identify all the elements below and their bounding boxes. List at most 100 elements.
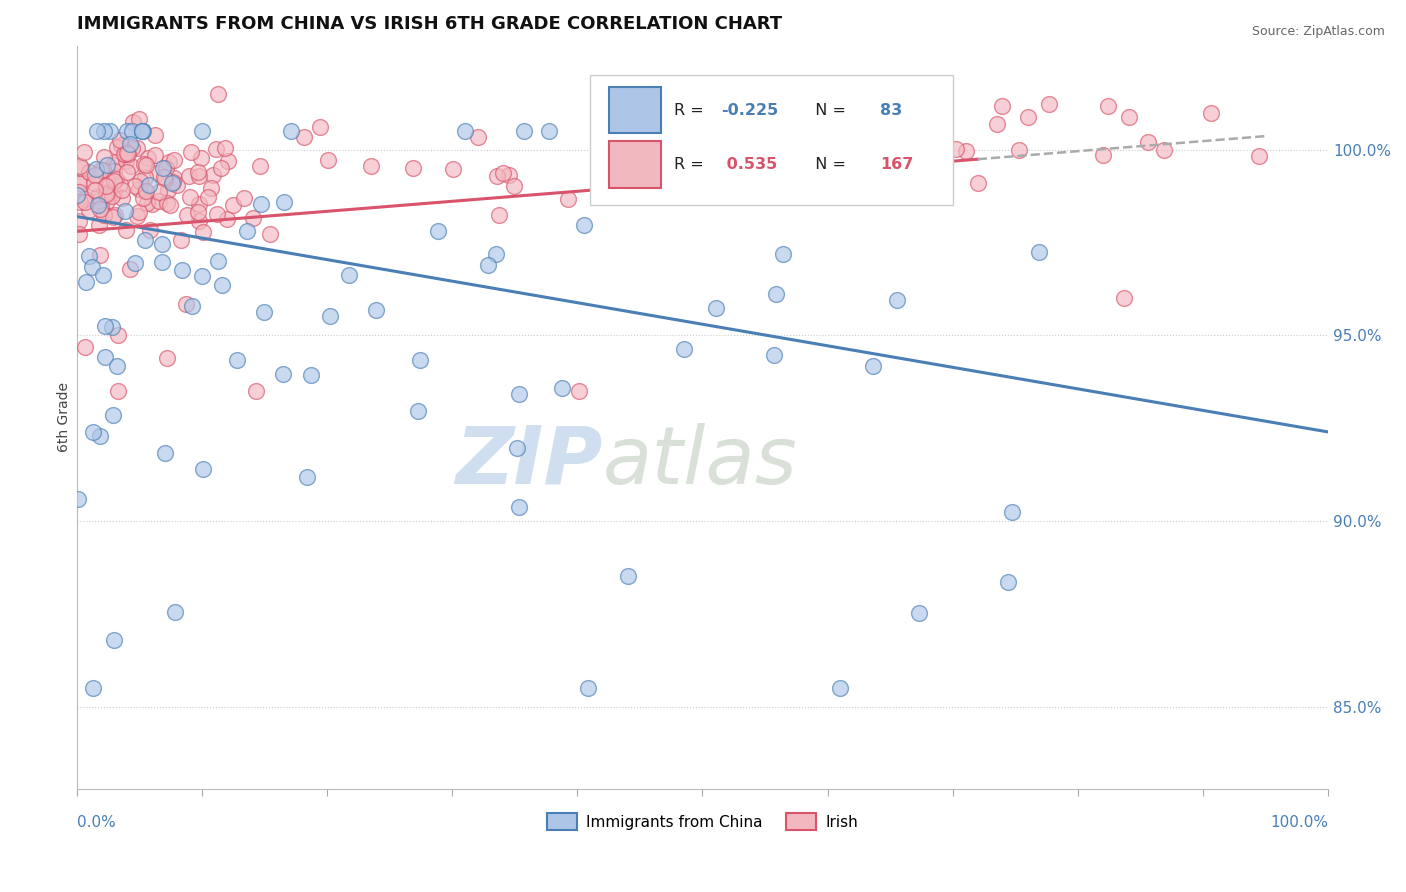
Point <box>82 425 104 440</box>
Point <box>128 182 150 196</box>
Point <box>485 169 508 184</box>
Point <box>207 253 229 268</box>
Text: 167: 167 <box>880 157 914 172</box>
Point <box>108 133 131 147</box>
Point <box>152 237 174 252</box>
Point <box>197 190 219 204</box>
FancyBboxPatch shape <box>589 76 953 205</box>
Point <box>778 135 800 149</box>
Point <box>73 192 96 206</box>
Point <box>190 152 212 166</box>
Point <box>318 310 340 324</box>
Point <box>704 301 727 315</box>
Point <box>1001 505 1024 519</box>
Point <box>134 170 156 185</box>
Point <box>105 359 128 374</box>
Point <box>156 351 179 365</box>
Point <box>96 187 118 202</box>
Point <box>1028 244 1050 259</box>
Point <box>862 359 884 373</box>
Point <box>217 153 239 168</box>
Point <box>83 176 105 190</box>
Point <box>90 162 112 177</box>
Point <box>1249 149 1271 163</box>
Point <box>179 190 201 204</box>
Point <box>117 147 139 161</box>
Point <box>152 161 174 175</box>
Text: N =: N = <box>806 157 851 172</box>
Point <box>103 155 125 169</box>
Point <box>955 144 977 158</box>
Point <box>176 208 198 222</box>
Point <box>77 203 100 218</box>
Point <box>73 145 96 159</box>
Point <box>118 261 141 276</box>
Point <box>214 141 236 155</box>
Point <box>84 168 107 182</box>
Point <box>77 249 100 263</box>
Point <box>148 185 170 199</box>
Point <box>125 141 148 155</box>
Point <box>337 268 360 282</box>
Point <box>143 147 166 161</box>
Text: N =: N = <box>806 103 851 118</box>
Point <box>901 165 924 179</box>
Point <box>150 254 173 268</box>
Point <box>148 194 170 209</box>
Point <box>84 183 107 197</box>
Point <box>103 164 125 178</box>
Point <box>155 161 177 175</box>
Point <box>180 145 202 160</box>
Point <box>103 174 125 188</box>
Point <box>172 262 194 277</box>
Point <box>574 218 596 232</box>
Point <box>67 176 90 190</box>
Point <box>70 176 93 190</box>
Point <box>170 233 193 247</box>
Point <box>454 124 477 138</box>
Point <box>75 195 97 210</box>
Text: atlas: atlas <box>602 423 797 500</box>
Legend: Immigrants from China, Irish: Immigrants from China, Irish <box>540 806 865 837</box>
Point <box>578 681 600 696</box>
Point <box>409 352 432 367</box>
Point <box>107 327 129 342</box>
Point <box>718 154 741 169</box>
Point <box>209 161 232 175</box>
Point <box>103 186 125 200</box>
Point <box>205 207 228 221</box>
Point <box>221 197 243 211</box>
Point <box>181 299 204 313</box>
Point <box>117 145 139 160</box>
Point <box>107 384 129 398</box>
Point <box>124 179 146 194</box>
Point <box>159 198 181 212</box>
Point <box>157 155 180 169</box>
Point <box>86 124 108 138</box>
Point <box>297 469 319 483</box>
Point <box>508 500 530 514</box>
Point <box>568 384 591 398</box>
Point <box>406 404 429 418</box>
Point <box>100 320 122 334</box>
Point <box>79 165 101 179</box>
Point <box>131 124 153 138</box>
Point <box>87 198 110 212</box>
Point <box>104 208 127 222</box>
Point <box>162 175 184 189</box>
Point <box>105 140 128 154</box>
Text: 0.0%: 0.0% <box>77 815 115 830</box>
Point <box>163 153 186 168</box>
Text: R =: R = <box>673 157 709 172</box>
Point <box>145 128 167 142</box>
Point <box>145 166 167 180</box>
Point <box>96 158 118 172</box>
Point <box>253 305 276 319</box>
Point <box>117 165 139 179</box>
Point <box>96 179 118 194</box>
Point <box>488 208 510 222</box>
Point <box>121 141 143 155</box>
Point <box>138 151 160 165</box>
Point <box>94 318 117 333</box>
Point <box>96 174 118 188</box>
